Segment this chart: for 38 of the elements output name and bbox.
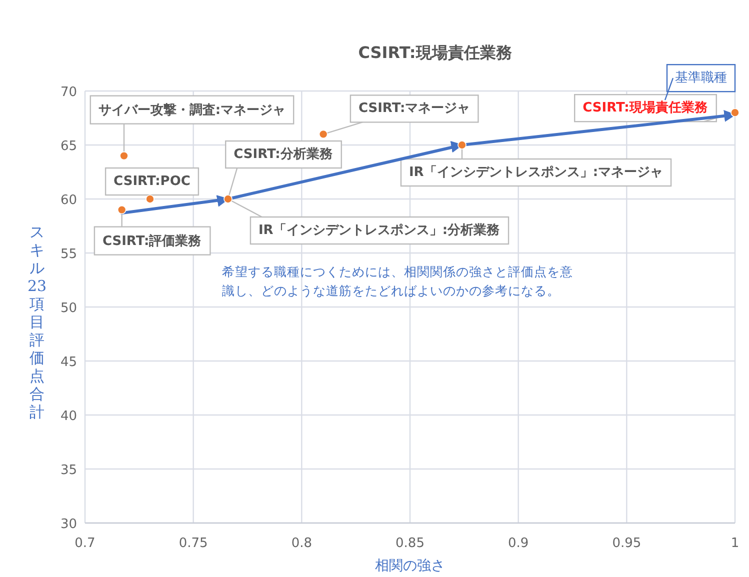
y-tick-label: 30 bbox=[60, 517, 77, 532]
x-tick-label: 0.85 bbox=[396, 536, 424, 551]
point bbox=[224, 194, 232, 204]
annotation: IR「インシデントレスポンス」:分析業務 bbox=[258, 223, 501, 238]
annotation: CSIRT:現場責任業務 bbox=[582, 100, 708, 116]
point bbox=[120, 151, 128, 160]
y-tick-label: 45 bbox=[60, 355, 77, 370]
point bbox=[318, 130, 328, 139]
x-tick-label: 0.95 bbox=[612, 536, 642, 551]
point bbox=[458, 140, 466, 150]
annotation: 希望する職種につくためには、相関関係の強さと評価点を意識し、どのような道筋をたどればよいのかの参考になる。 bbox=[222, 264, 573, 298]
callout: CSIRT:分析業務 bbox=[225, 140, 342, 200]
y-tick-label: 35 bbox=[60, 463, 77, 478]
x-tick-label: 1 bbox=[730, 536, 740, 551]
annotation: CSIRT:POC bbox=[114, 174, 190, 189]
point bbox=[730, 108, 740, 117]
callout: 基準職種 bbox=[664, 64, 736, 100]
x-tick-label: 0.7 bbox=[74, 536, 96, 551]
y-tick-label: 65 bbox=[60, 139, 77, 154]
annotation: CSIRT:マネージャ bbox=[358, 101, 470, 116]
annotation: サイバー攻撃・調査:マネージャ bbox=[98, 102, 286, 118]
x-tick-label: 0.8 bbox=[291, 536, 312, 551]
x-tick-label: 0.9 bbox=[508, 536, 529, 551]
x-axis-title: 相関の強さ bbox=[375, 558, 445, 574]
x-tick-label: 0.75 bbox=[178, 536, 208, 551]
y-tick-label: 70 bbox=[60, 85, 77, 100]
point bbox=[146, 194, 154, 204]
annotation: IR「インシデントレスポンス」:マネージャ bbox=[408, 165, 664, 180]
y-tick-label: 60 bbox=[60, 193, 77, 208]
point bbox=[117, 205, 126, 214]
annotation: CSIRT:分析業務 bbox=[234, 147, 334, 162]
annotation: 基準職種 bbox=[675, 70, 727, 86]
y-tick-label: 55 bbox=[60, 247, 77, 262]
ylabel: スキル23項目評価点合計 bbox=[27, 223, 47, 421]
y-tick-label: 50 bbox=[60, 301, 77, 316]
annotation: CSIRT:評価業務 bbox=[102, 232, 202, 249]
y-tick-label: 40 bbox=[60, 409, 77, 424]
chart-title: CSIRT:現場責任業務 bbox=[358, 43, 513, 62]
